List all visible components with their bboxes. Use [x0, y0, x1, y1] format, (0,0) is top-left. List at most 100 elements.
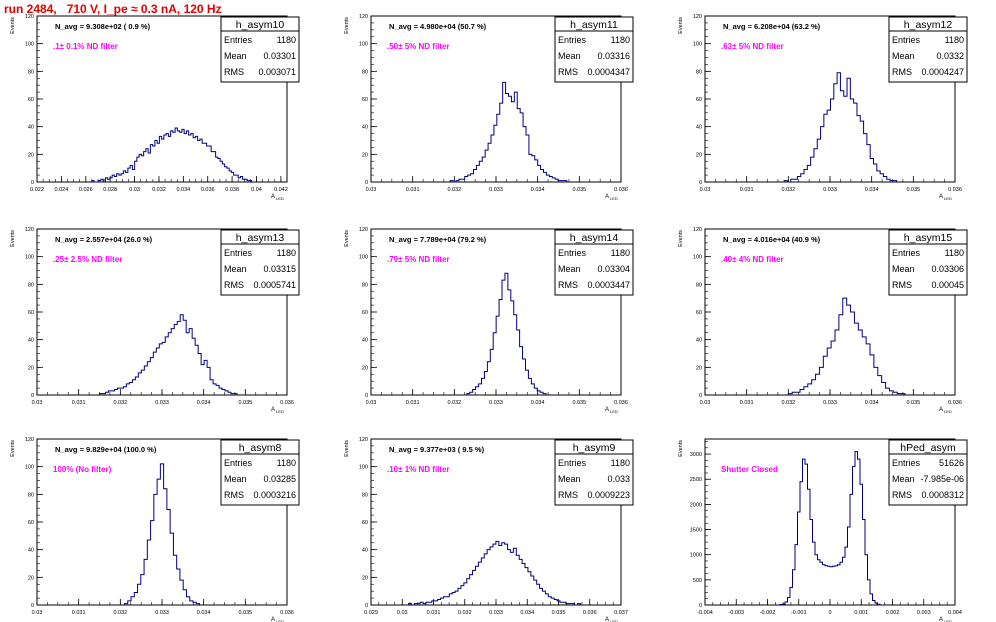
x-tick-label: 0.033	[155, 610, 169, 616]
x-tick-label: 0.03	[129, 187, 140, 193]
x-tick-label: 0.04	[251, 187, 262, 193]
x-axis-title-subscript: LED	[944, 619, 952, 622]
x-tick-label: 0.038	[225, 187, 239, 193]
y-axis-title: Events	[678, 440, 684, 457]
x-tick-label: 0.034	[520, 610, 534, 616]
x-tick-label: 0.035	[238, 400, 252, 406]
x-tick-label: 0.031	[72, 610, 86, 616]
y-tick-label: 120	[693, 14, 702, 20]
x-tick-label: 0.033	[489, 400, 503, 406]
stats-value-entries: 1180	[277, 35, 296, 45]
stats-value-rms: 0.0004247	[921, 67, 964, 77]
y-tick-label: 60	[696, 97, 702, 103]
x-tick-label: 0.036	[614, 400, 628, 406]
histogram-line	[408, 540, 581, 606]
y-tick-label: 0	[365, 603, 368, 609]
stats-value-mean: 0.03306	[931, 264, 964, 274]
y-tick-label: 80	[28, 69, 34, 75]
x-tick-label: 0.033	[823, 187, 837, 193]
y-tick-label: 2500	[690, 477, 702, 483]
x-axis-title: A	[605, 617, 609, 622]
x-axis-title: A	[271, 407, 275, 413]
stats-box: h_asym10 Entries 1180 Mean 0.03301 RMS 0.00307…	[220, 16, 300, 83]
histogram-panel-h_asym15: 0 20 40 60 80 100 120 0.03 0.031 0.032 0.033 0.034 0…	[678, 227, 968, 414]
stats-label-mean: Mean	[892, 51, 915, 61]
x-tick-label: 0.03	[397, 610, 408, 616]
histogram-panel-hPed_asym: 0 500 1000 1500 2000 2500 3000 -0.004 -0.003 -0.0…	[678, 438, 968, 622]
x-axis-title-subscript: LED	[276, 619, 284, 622]
y-tick-label: 40	[28, 125, 34, 131]
x-tick-label: 0.036	[614, 187, 628, 193]
histogram-line	[787, 297, 906, 395]
x-axis-title: A	[939, 407, 943, 413]
stats-value-entries: 1180	[611, 35, 630, 45]
stats-box-frame	[554, 439, 634, 506]
stats-value-rms: 0.0008312	[921, 490, 964, 500]
y-tick-label: 40	[362, 338, 368, 344]
stats-label-entries: Entries	[892, 248, 921, 258]
y-axis-title: Events	[344, 17, 350, 34]
x-tick-label: 0.042	[274, 187, 288, 193]
y-tick-label: 40	[362, 548, 368, 554]
stats-label-mean: Mean	[892, 264, 915, 274]
y-tick-label: 80	[696, 69, 702, 75]
navg-label: N_avg = 9.377e+03 ( 9.5 %)	[389, 445, 485, 454]
y-axis-title: Events	[678, 230, 684, 247]
histogram-panel-h_asym12: 0 20 40 60 80 100 120 0.03 0.031 0.032 0.033 0.034 0…	[678, 14, 968, 201]
stats-label-rms: RMS	[558, 490, 578, 500]
histogram-panel-h_asym14: 0 20 40 60 80 100 120 0.03 0.031 0.032 0.033 0.034 0…	[344, 227, 634, 414]
y-tick-label: 60	[362, 310, 368, 316]
stats-value-entries: 1180	[611, 458, 630, 468]
stats-value-entries: 1180	[277, 458, 296, 468]
y-tick-label: 60	[28, 97, 34, 103]
stats-label-rms: RMS	[558, 280, 578, 290]
x-tick-label: 0.034	[531, 400, 545, 406]
y-tick-label: 20	[696, 365, 702, 371]
y-tick-label: 0	[365, 393, 368, 399]
histogram-panel-h_asym8: 0 20 40 60 80 100 120 0.03 0.031 0.032 0.033 0.034 0…	[10, 437, 300, 622]
y-tick-label: 80	[28, 492, 34, 498]
stats-label-mean: Mean	[224, 51, 247, 61]
stats-label-rms: RMS	[892, 67, 912, 77]
y-tick-label: 0	[699, 393, 702, 399]
x-tick-label: 0.03	[32, 400, 43, 406]
stats-label-mean: Mean	[224, 474, 247, 484]
histogram-name: h_asym9	[573, 442, 616, 454]
y-tick-label: 2000	[690, 502, 702, 508]
filter-annotation: .40± 4% ND filter	[721, 255, 784, 264]
y-tick-label: 120	[25, 14, 34, 20]
y-tick-label: 20	[362, 152, 368, 158]
stats-label-entries: Entries	[224, 458, 253, 468]
x-tick-label: 0.03	[366, 187, 377, 193]
stats-value-entries: 1180	[611, 248, 630, 258]
x-tick-label: 0.036	[948, 400, 962, 406]
x-tick-label: 0.031	[72, 400, 86, 406]
stats-box-frame	[220, 16, 300, 83]
stats-label-rms: RMS	[224, 280, 244, 290]
x-tick-label: 0.031	[406, 400, 420, 406]
x-tick-label: 0.032	[113, 400, 127, 406]
y-tick-label: 80	[362, 492, 368, 498]
x-tick-label: 0.003	[917, 610, 931, 616]
histogram-line	[449, 81, 568, 183]
stats-label-mean: Mean	[558, 264, 581, 274]
y-tick-label: 0	[699, 180, 702, 186]
y-tick-label: 0	[31, 180, 34, 186]
x-tick-label: 0.002	[886, 610, 900, 616]
histogram-line	[779, 451, 881, 605]
stats-label-entries: Entries	[558, 248, 587, 258]
stats-box-frame	[554, 229, 634, 296]
x-tick-label: 0.032	[781, 400, 795, 406]
y-tick-label: 20	[28, 575, 34, 581]
x-axis-title: A	[271, 194, 275, 200]
x-tick-label: 0.033	[489, 187, 503, 193]
x-tick-label: 0.03	[700, 187, 711, 193]
x-tick-label: 0.034	[865, 187, 879, 193]
stats-box-frame	[220, 439, 300, 506]
x-tick-label: 0.032	[152, 187, 166, 193]
y-tick-label: 60	[362, 520, 368, 526]
x-tick-label: 0.03	[32, 610, 43, 616]
x-tick-label: 0.034	[197, 610, 211, 616]
y-tick-label: 100	[25, 465, 34, 471]
stats-value-rms: 0.0009223	[587, 490, 630, 500]
